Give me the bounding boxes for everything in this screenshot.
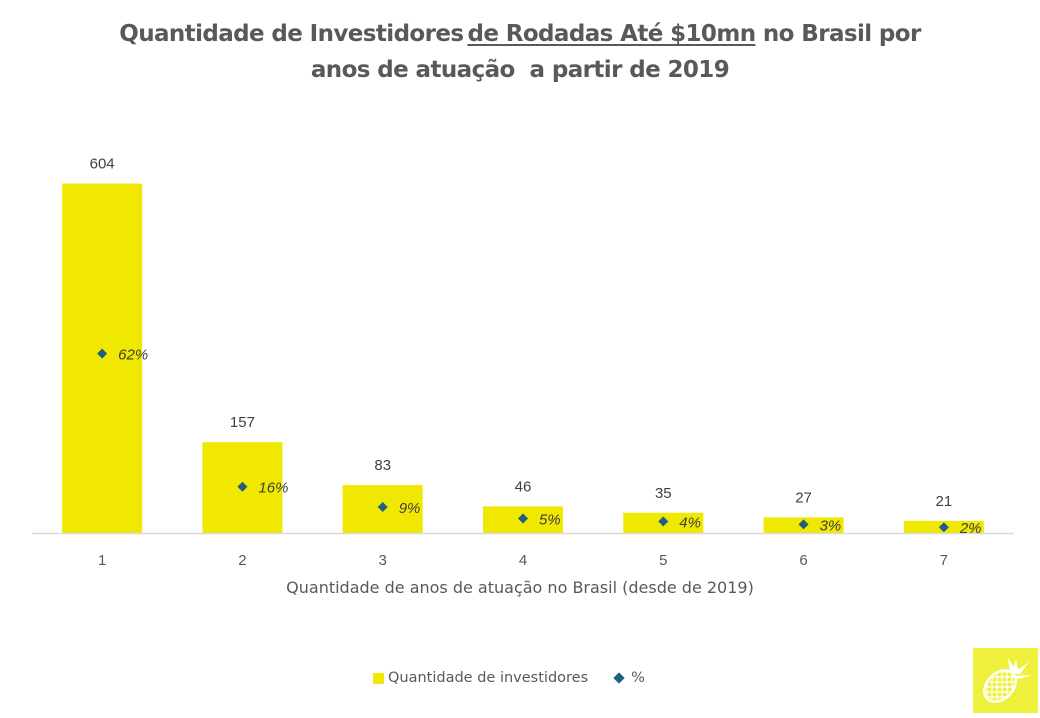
title-part-2: no Brasil por (762, 21, 921, 47)
chart-title-line-1: Quantidade de Investidores de Rodadas At… (0, 16, 1040, 52)
percent-marker-5 (658, 516, 669, 527)
x-tick-label: 2 (238, 552, 246, 569)
title-part-1: Quantidade de Investidores (119, 21, 464, 47)
bar-value-label: 46 (515, 478, 532, 495)
percent-marker-3 (377, 501, 388, 512)
percent-label: 9% (399, 500, 421, 517)
bar-value-label: 604 (90, 156, 115, 173)
percent-marker-1 (97, 348, 108, 359)
percent-label: 4% (679, 514, 701, 531)
legend-diamond-icon (613, 672, 625, 684)
percent-label: 16% (258, 480, 288, 497)
legend-bar-swatch (373, 672, 384, 684)
percent-label: 3% (820, 517, 842, 534)
bar-value-label: 157 (230, 414, 255, 431)
x-tick-labels: 1 2 3 4 5 6 7 (98, 552, 948, 569)
data-labels: 604 62% 157 16% 83 9% 46 5% 35 4% 27 3% 21 2% (90, 156, 982, 538)
bar-value-label: 35 (655, 485, 672, 502)
x-tick-label: 1 (98, 552, 106, 569)
legend-bar-label: Quantidade de investidores (388, 670, 589, 686)
title-underlined-part: de Rodadas Até $10mn (467, 21, 756, 47)
x-tick-label: 5 (659, 552, 667, 569)
pineapple-icon (983, 658, 1032, 708)
percent-label: 62% (118, 347, 148, 364)
chart-title: Quantidade de Investidores de Rodadas At… (0, 16, 1040, 88)
legend: Quantidade de investidores % (373, 668, 645, 688)
x-tick-label: 4 (519, 552, 527, 569)
percent-label: 5% (539, 512, 561, 529)
bar-value-label: 83 (374, 457, 391, 474)
x-tick-label: 6 (799, 552, 807, 569)
percent-series (97, 348, 949, 533)
percent-label: 2% (959, 520, 982, 537)
x-tick-label: 3 (379, 552, 387, 569)
percent-marker-2 (237, 481, 248, 492)
percent-marker-6 (798, 519, 809, 530)
percent-marker-7 (938, 522, 949, 533)
x-axis-title: Quantidade de anos de atuação no Brasil … (286, 578, 754, 597)
x-tick-label: 7 (940, 552, 948, 569)
bar-value-label: 27 (795, 489, 812, 506)
logo (973, 648, 1038, 713)
percent-marker-4 (518, 513, 528, 524)
legend-percent-label: % (631, 670, 645, 686)
chart-title-line-2: anos de atuação a partir de 2019 (310, 57, 730, 83)
bar-value-label: 21 (936, 493, 953, 510)
